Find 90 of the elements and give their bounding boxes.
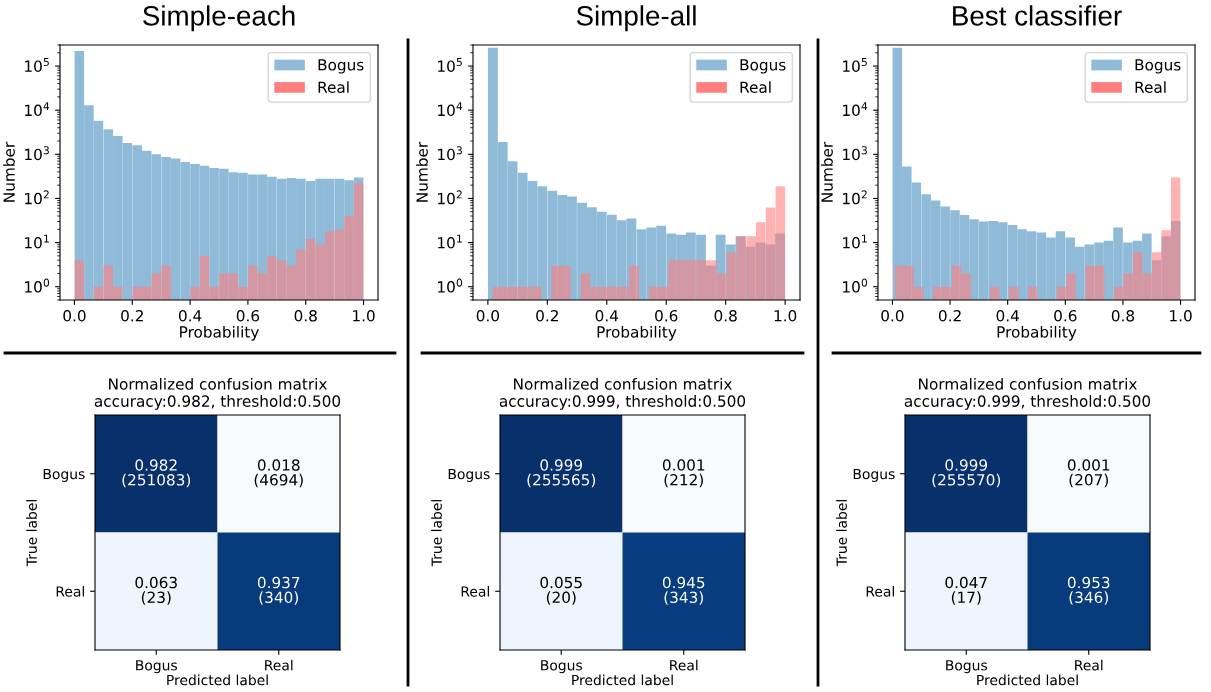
y-axis-title: Number (416, 141, 428, 202)
x-tick-label: 0.0 (63, 309, 86, 322)
x-tick-label: 0.4 (178, 309, 202, 322)
data-label: 0.945 (662, 576, 705, 589)
annotation: (212) (664, 473, 703, 488)
x-tick-label: 0.2 (938, 309, 961, 322)
x-tick-label: 0.8 (714, 309, 737, 322)
x-tick-label: Real (1075, 659, 1103, 671)
x-tick-label: 0.0 (476, 309, 499, 322)
y-tick-label: 10$^{1}$ (438, 234, 462, 249)
y-tick-label: 10$^{3}$ (25, 146, 49, 161)
x-axis-title: Probability (180, 325, 259, 341)
chart-title: Best classifier (953, 5, 1122, 26)
annotation: (255565) (527, 473, 596, 488)
x-axis-title: Probability (997, 325, 1077, 341)
x-tick-label: 0.8 (1111, 309, 1135, 322)
x-tick-label: 1.0 (353, 309, 375, 322)
data-label: 0.001 (662, 459, 705, 471)
legend-label: Bogus (740, 59, 786, 74)
x-tick-label: 0.2 (536, 309, 558, 322)
x-axis-title: Probability (597, 325, 677, 341)
y-tick-label: 10$^{0}$ (843, 278, 868, 293)
data-label: 0.055 (540, 576, 582, 589)
x-tick-label: Bogus (541, 660, 583, 674)
annotation: (255570) (932, 473, 1001, 488)
y-tick-label: 10$^{2}$ (438, 190, 462, 205)
y-tick-label: 10$^{5}$ (25, 58, 49, 72)
annotation: (340) (259, 591, 298, 605)
y-tick-label: 10$^{5}$ (438, 58, 462, 72)
annotation: (251083) (122, 473, 191, 488)
x-tick-label: 0.6 (1054, 309, 1077, 322)
data-label: 0.937 (257, 576, 300, 589)
x-tick-label: 0.6 (236, 309, 260, 322)
annotation: (207) (1069, 473, 1108, 488)
x-tick-label: 1.0 (1170, 309, 1192, 322)
data-label: 0.999 (945, 459, 988, 471)
data-label: 0.982 (135, 459, 177, 471)
data-label: 0.047 (945, 576, 987, 589)
y-tick-label: 10$^{0}$ (438, 278, 463, 293)
y-tick-label: 10$^{4}$ (25, 102, 50, 117)
x-tick-label: 0.4 (996, 309, 1019, 322)
chart-title: Normalized confusion matrix accuracy:0.999, threshold:0.500 (499, 377, 746, 410)
x-tick-label: Real (265, 659, 293, 671)
y-tick-label: 10$^{4}$ (843, 102, 868, 117)
x-tick-label: 0.8 (294, 309, 317, 322)
chart-title: Simple-each (143, 5, 295, 32)
chart-title: Normalized confusion matrix accuracy:0.982, threshold:0.500 (94, 377, 341, 410)
data-label: 0.063 (135, 576, 177, 589)
data-label: 0.953 (1067, 576, 1110, 589)
data-label: 0.001 (1067, 459, 1110, 471)
chart-title: Normalized confusion matrix accuracy:0.999, threshold:0.500 (904, 377, 1151, 410)
y-axis-title: True label (26, 500, 37, 567)
data-label: 0.999 (540, 459, 583, 471)
y-tick-label: 10$^{1}$ (843, 234, 867, 249)
x-tick-label: 0.6 (655, 309, 678, 322)
x-tick-label: Real (670, 659, 698, 671)
annotation: (4694) (254, 473, 303, 488)
annotation: (17) (951, 591, 981, 605)
annotation: (20) (546, 591, 576, 605)
y-tick-label: 10$^{3}$ (438, 146, 462, 161)
y-axis-title: Number (3, 141, 15, 202)
y-tick-label: 10$^{5}$ (843, 58, 867, 72)
x-axis-title: Predicted label (977, 674, 1078, 686)
x-tick-label: 1.0 (774, 309, 797, 322)
y-axis-title: True label (836, 500, 847, 567)
y-tick-label: 10$^{1}$ (25, 234, 49, 249)
y-tick-label: 10$^{2}$ (843, 190, 867, 205)
x-tick-label: Bogus (136, 660, 178, 674)
y-axis-title: Number (821, 141, 833, 202)
x-tick-label: 0.0 (881, 309, 904, 322)
x-tick-label: 0.2 (121, 309, 143, 322)
y-tick-label: 10$^{0}$ (25, 278, 50, 293)
annotation: (23) (141, 591, 171, 605)
annotation: (346) (1069, 591, 1108, 605)
legend-label: Real (740, 81, 771, 93)
x-tick-label: Bogus (946, 660, 988, 674)
legend-label: Bogus (318, 59, 364, 74)
x-axis-title: Predicted label (167, 674, 268, 686)
annotation: (343) (664, 591, 703, 605)
data-label: 0.018 (257, 459, 300, 471)
legend-label: Real (318, 81, 349, 93)
y-tick-label: 10$^{4}$ (438, 102, 463, 117)
legend-label: Bogus (1135, 59, 1181, 74)
y-axis-title: True label (431, 500, 442, 567)
x-axis-title: Predicted label (572, 674, 673, 686)
y-tick-label: 10$^{3}$ (843, 146, 867, 161)
legend-label: Real (1135, 81, 1166, 93)
y-tick-label: 10$^{2}$ (25, 190, 49, 205)
chart-title: Simple-all (576, 5, 696, 32)
x-tick-label: 0.4 (595, 309, 619, 322)
